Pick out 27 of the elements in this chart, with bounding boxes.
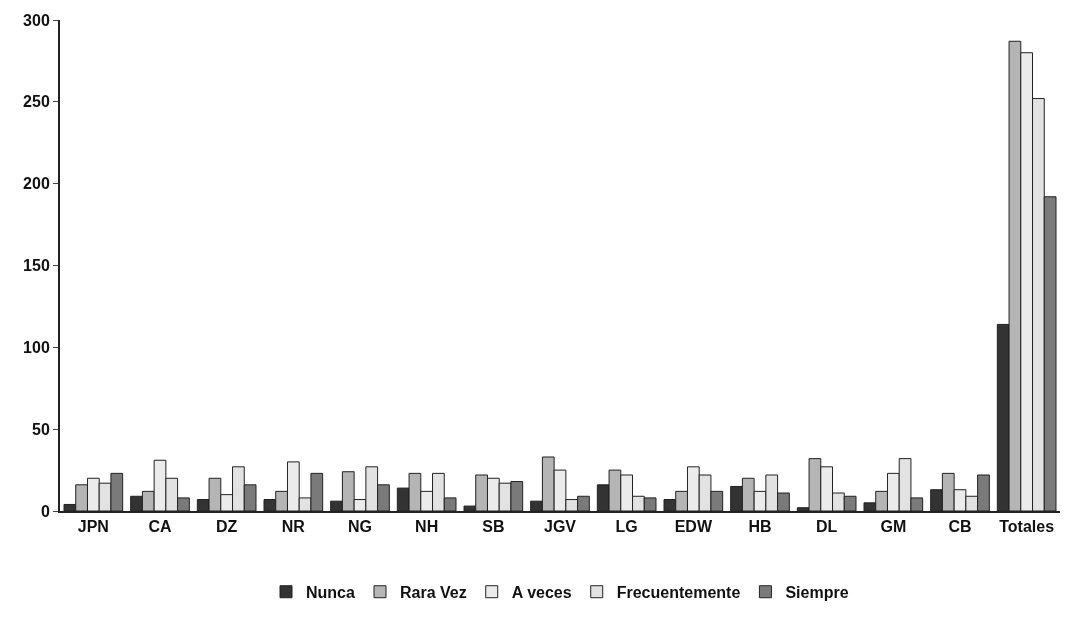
x-tick-label: NR [281,518,306,536]
legend-label: A veces [511,583,572,601]
x-tick-label: CB [948,518,972,536]
x-tick-label: NH [415,518,439,536]
x-tick-label: CA [148,518,172,536]
x-tick-label: JGV [543,518,577,536]
x-tick-label: NG [348,518,372,536]
y-tick-label: 200 [23,175,50,193]
legend-label: Siempre [785,583,849,601]
x-tick-label: Totales [999,518,1055,536]
y-tick-label: 250 [23,93,50,111]
x-tick-label: SB [482,518,505,536]
x-tick-label: LG [615,518,638,536]
legend-label: Frecuentemente [616,583,741,601]
y-tick-label: 0 [40,502,50,520]
y-tick-label: 150 [23,257,50,275]
x-tick-label: DZ [216,518,238,536]
x-tick-label: GM [880,518,907,536]
x-tick-label: DL [816,518,838,536]
x-tick-label: EDW [674,518,713,536]
y-tick-label: 50 [32,420,50,438]
y-tick-label: 300 [23,11,50,29]
x-tick-label: JPN [77,518,109,536]
y-tick-label: 100 [23,338,50,356]
legend-label: Nunca [306,583,355,601]
x-tick-label: HB [748,518,772,536]
legend-label: Rara Vez [400,583,467,601]
